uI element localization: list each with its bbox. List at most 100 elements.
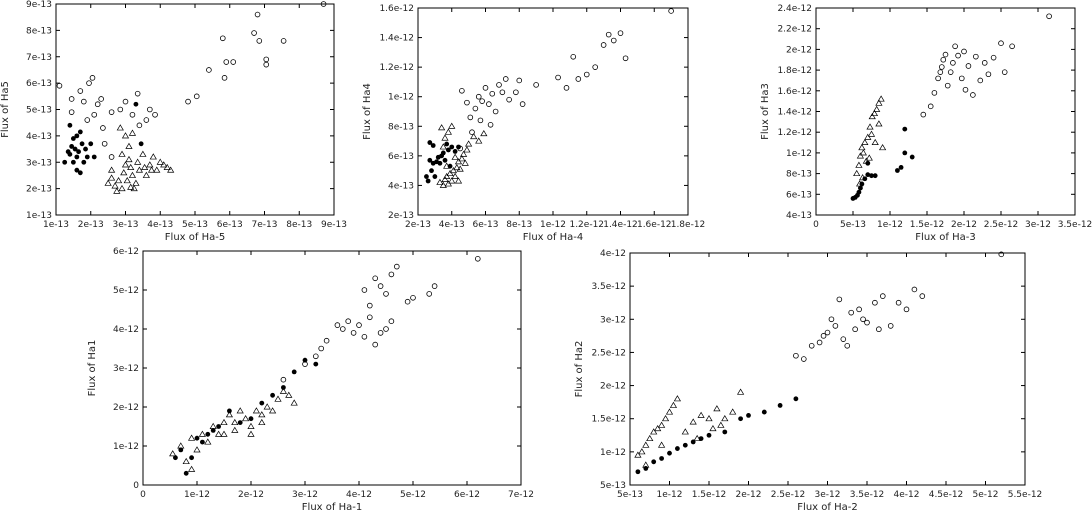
data-point bbox=[887, 323, 894, 329]
data-point bbox=[746, 413, 751, 418]
data-point bbox=[225, 411, 234, 418]
data-point bbox=[107, 174, 116, 181]
data-point bbox=[955, 52, 961, 59]
data-point bbox=[183, 470, 189, 476]
data-point bbox=[76, 149, 81, 155]
data-point bbox=[950, 60, 956, 66]
data-point bbox=[449, 166, 458, 174]
data-point bbox=[247, 430, 255, 437]
y-tick-label: 1e-12 bbox=[113, 442, 139, 452]
data-point bbox=[70, 136, 76, 141]
data-point bbox=[366, 314, 373, 321]
x-tick-label: 8e-13 bbox=[286, 220, 312, 230]
x-tick-label: 3e-13 bbox=[113, 220, 139, 230]
data-point bbox=[163, 163, 171, 170]
data-point bbox=[141, 163, 149, 170]
x-tick-label: 1.5e-12 bbox=[692, 490, 727, 500]
x-tick-label: 4e-13 bbox=[439, 220, 465, 230]
data-point bbox=[856, 180, 864, 187]
data-point bbox=[903, 306, 910, 313]
data-point bbox=[459, 88, 465, 94]
data-point bbox=[970, 92, 976, 98]
series-open-circle bbox=[793, 251, 1005, 362]
data-point bbox=[651, 459, 657, 465]
data-point bbox=[429, 168, 434, 174]
data-point bbox=[499, 89, 506, 96]
series-filled-circle bbox=[62, 101, 144, 176]
data-point bbox=[444, 128, 452, 135]
data-point bbox=[698, 436, 704, 441]
data-point bbox=[108, 154, 115, 160]
data-point bbox=[442, 157, 448, 163]
data-point bbox=[506, 96, 512, 103]
data-point bbox=[861, 138, 869, 145]
data-point bbox=[463, 146, 471, 153]
x-tick-label: 3e-12 bbox=[815, 490, 841, 500]
data-point bbox=[693, 434, 701, 442]
data-point bbox=[138, 141, 144, 147]
data-point bbox=[81, 159, 87, 165]
data-point bbox=[194, 435, 200, 441]
data-point bbox=[832, 323, 839, 329]
x-tick-label: 2.5e-12 bbox=[771, 490, 806, 500]
data-point bbox=[859, 174, 867, 181]
series-open-triangle bbox=[169, 387, 298, 472]
data-point bbox=[642, 441, 650, 448]
data-point bbox=[877, 95, 885, 102]
data-point bbox=[205, 431, 211, 437]
y-tick-label: 2.4e-12 bbox=[777, 4, 812, 14]
data-point bbox=[383, 291, 389, 297]
chart-panel-4: 0 1e-12 2e-12 3e-12 4e-12 5e-12 6e-12 7e-12 0 1e-… bbox=[87, 247, 534, 513]
data-point bbox=[67, 151, 73, 157]
y-tick-label: 1.6e-12 bbox=[777, 87, 812, 97]
y-tick-label: 1e-12 bbox=[388, 93, 414, 103]
data-point bbox=[736, 388, 745, 395]
data-point bbox=[873, 105, 881, 112]
x-tick-label: 7e-13 bbox=[252, 220, 278, 230]
data-point bbox=[865, 172, 871, 178]
data-point bbox=[68, 109, 75, 115]
data-point bbox=[661, 415, 670, 422]
data-point bbox=[104, 179, 112, 186]
data-point bbox=[657, 421, 666, 428]
data-point bbox=[868, 112, 876, 120]
x-axis-title: Flux of Ha-5 bbox=[165, 232, 225, 243]
x-tick-label: 5e-12 bbox=[973, 490, 999, 500]
data-point bbox=[709, 424, 717, 432]
y-axis-title: Flux of Ha2 bbox=[574, 341, 585, 398]
x-tick-label: 0 bbox=[813, 220, 819, 230]
data-point bbox=[464, 99, 470, 106]
data-point bbox=[610, 37, 617, 44]
x-tick-label: 7e-12 bbox=[508, 490, 534, 500]
data-point bbox=[263, 61, 270, 68]
data-point bbox=[123, 177, 131, 184]
data-point bbox=[173, 455, 178, 461]
data-point bbox=[469, 129, 475, 136]
data-point bbox=[345, 318, 352, 325]
data-point bbox=[323, 337, 330, 344]
data-point bbox=[404, 298, 411, 305]
data-point bbox=[89, 75, 96, 81]
x-tick-label: 2e-13 bbox=[405, 220, 431, 230]
data-point bbox=[461, 159, 469, 166]
data-point bbox=[178, 447, 184, 453]
data-point bbox=[911, 286, 918, 293]
data-point bbox=[444, 141, 450, 147]
data-point bbox=[793, 396, 799, 402]
data-point bbox=[142, 171, 150, 178]
data-point bbox=[372, 275, 379, 282]
data-point bbox=[134, 158, 142, 165]
data-point bbox=[108, 109, 115, 115]
data-point bbox=[459, 150, 468, 157]
y-tick-label: 1e-13 bbox=[26, 211, 52, 221]
data-point bbox=[981, 60, 988, 66]
data-point bbox=[445, 147, 451, 153]
data-point bbox=[153, 166, 161, 173]
data-point bbox=[74, 154, 80, 160]
data-point bbox=[279, 387, 288, 394]
data-point bbox=[738, 416, 743, 422]
x-tick-label: 1e-13 bbox=[43, 220, 69, 230]
data-point bbox=[227, 408, 232, 414]
x-tick-label: 3.5e-12 bbox=[1058, 220, 1092, 230]
